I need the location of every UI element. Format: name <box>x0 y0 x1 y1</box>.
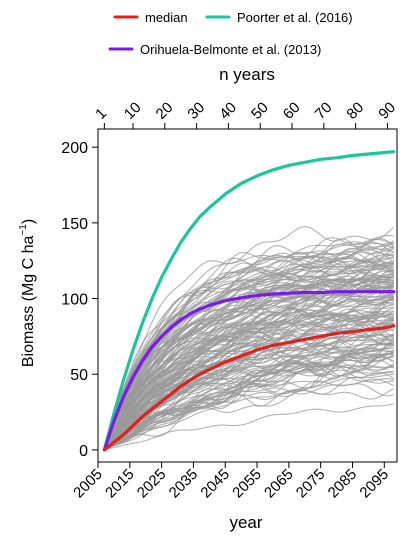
top-tick-label: 90 <box>375 99 399 123</box>
legend-label-poorter: Poorter et al. (2016) <box>237 10 353 25</box>
ensemble-line <box>103 342 394 451</box>
axes: 0501001502002005201520252035204520552065… <box>61 99 399 501</box>
y-axis-title: Biomass (Mg C ha−1) <box>18 219 37 367</box>
x-tick-label: 2095 <box>356 466 392 502</box>
ensemble-line <box>104 353 395 451</box>
reference-lines <box>102 150 396 452</box>
x-axis-title: year <box>229 513 262 532</box>
ensemble-line <box>103 342 394 451</box>
legend-label-orihuela: Orihuela-Belmonte et al. (2013) <box>140 42 321 57</box>
legend: median Poorter et al. (2016) Orihuela-Be… <box>108 10 353 57</box>
ensemble-line <box>103 329 395 451</box>
ensemble-line <box>103 226 395 451</box>
ensemble-line <box>103 350 394 451</box>
ensemble-line <box>103 269 394 451</box>
ensemble-line <box>103 313 394 451</box>
y-tick-label: 50 <box>70 367 88 384</box>
y-axis-title-sup: −1 <box>18 224 29 236</box>
top-tick-label: 20 <box>153 99 177 123</box>
ensemble-line <box>103 297 394 451</box>
y-tick-label: 0 <box>79 443 88 460</box>
x-tick-label: 2035 <box>166 466 202 502</box>
ensemble-line <box>103 241 394 451</box>
x-tick-label: 2075 <box>293 466 329 502</box>
ensemble-line <box>103 250 394 451</box>
series-line-median <box>102 324 396 452</box>
series-line-orihuela <box>102 290 396 452</box>
ensemble-line <box>103 235 394 451</box>
y-tick-label: 150 <box>61 216 88 233</box>
ensemble-line <box>104 373 394 451</box>
x-tick-label: 2085 <box>325 466 361 502</box>
series-line-poorter <box>102 150 396 452</box>
top-tick-label: 60 <box>280 99 304 123</box>
ensemble-line <box>103 270 395 451</box>
x-tick-label: 2065 <box>261 466 297 502</box>
ensemble-line <box>103 256 394 451</box>
top-tick-label: 1 <box>92 105 110 123</box>
top-tick-label: 40 <box>216 99 240 123</box>
ensemble-line <box>103 300 394 451</box>
ensemble-line <box>103 253 394 451</box>
ensemble-line <box>104 359 395 451</box>
y-axis-title-main: Biomass (Mg C ha <box>20 235 37 367</box>
ensemble-line <box>103 277 395 451</box>
y-tick-label: 100 <box>61 292 88 309</box>
ensemble-line <box>103 238 395 451</box>
top-tick-label: 10 <box>121 99 145 123</box>
ensemble-line <box>103 341 394 451</box>
x-tick-label: 2045 <box>197 466 233 502</box>
ensemble-line <box>103 264 394 451</box>
ensemble-line <box>104 352 394 451</box>
ensemble-lines <box>103 226 395 451</box>
ensemble-line <box>103 240 395 451</box>
ensemble-line <box>104 388 395 451</box>
x-tick-label: 2025 <box>134 466 170 502</box>
ensemble-line <box>104 350 395 451</box>
x-tick-label: 2015 <box>102 466 138 502</box>
top-tick-label: 80 <box>343 99 367 123</box>
top-tick-label: 70 <box>312 99 336 123</box>
x-tick-label: 2055 <box>229 466 265 502</box>
ensemble-line <box>103 294 394 451</box>
ensemble-line <box>103 285 395 451</box>
legend-label-median: median <box>145 10 188 25</box>
ensemble-line <box>104 403 394 451</box>
y-axis-title-close: ) <box>20 219 37 224</box>
y-tick-label: 200 <box>61 140 88 157</box>
ensemble-line <box>103 316 394 451</box>
top-axis-title: n years <box>219 65 275 84</box>
top-tick-label: 30 <box>184 99 208 123</box>
top-tick-label: 50 <box>248 99 272 123</box>
plot-frame <box>97 128 398 463</box>
ensemble-line <box>103 237 395 451</box>
ensemble-line <box>103 275 395 451</box>
x-tick-label: 2005 <box>70 466 106 502</box>
